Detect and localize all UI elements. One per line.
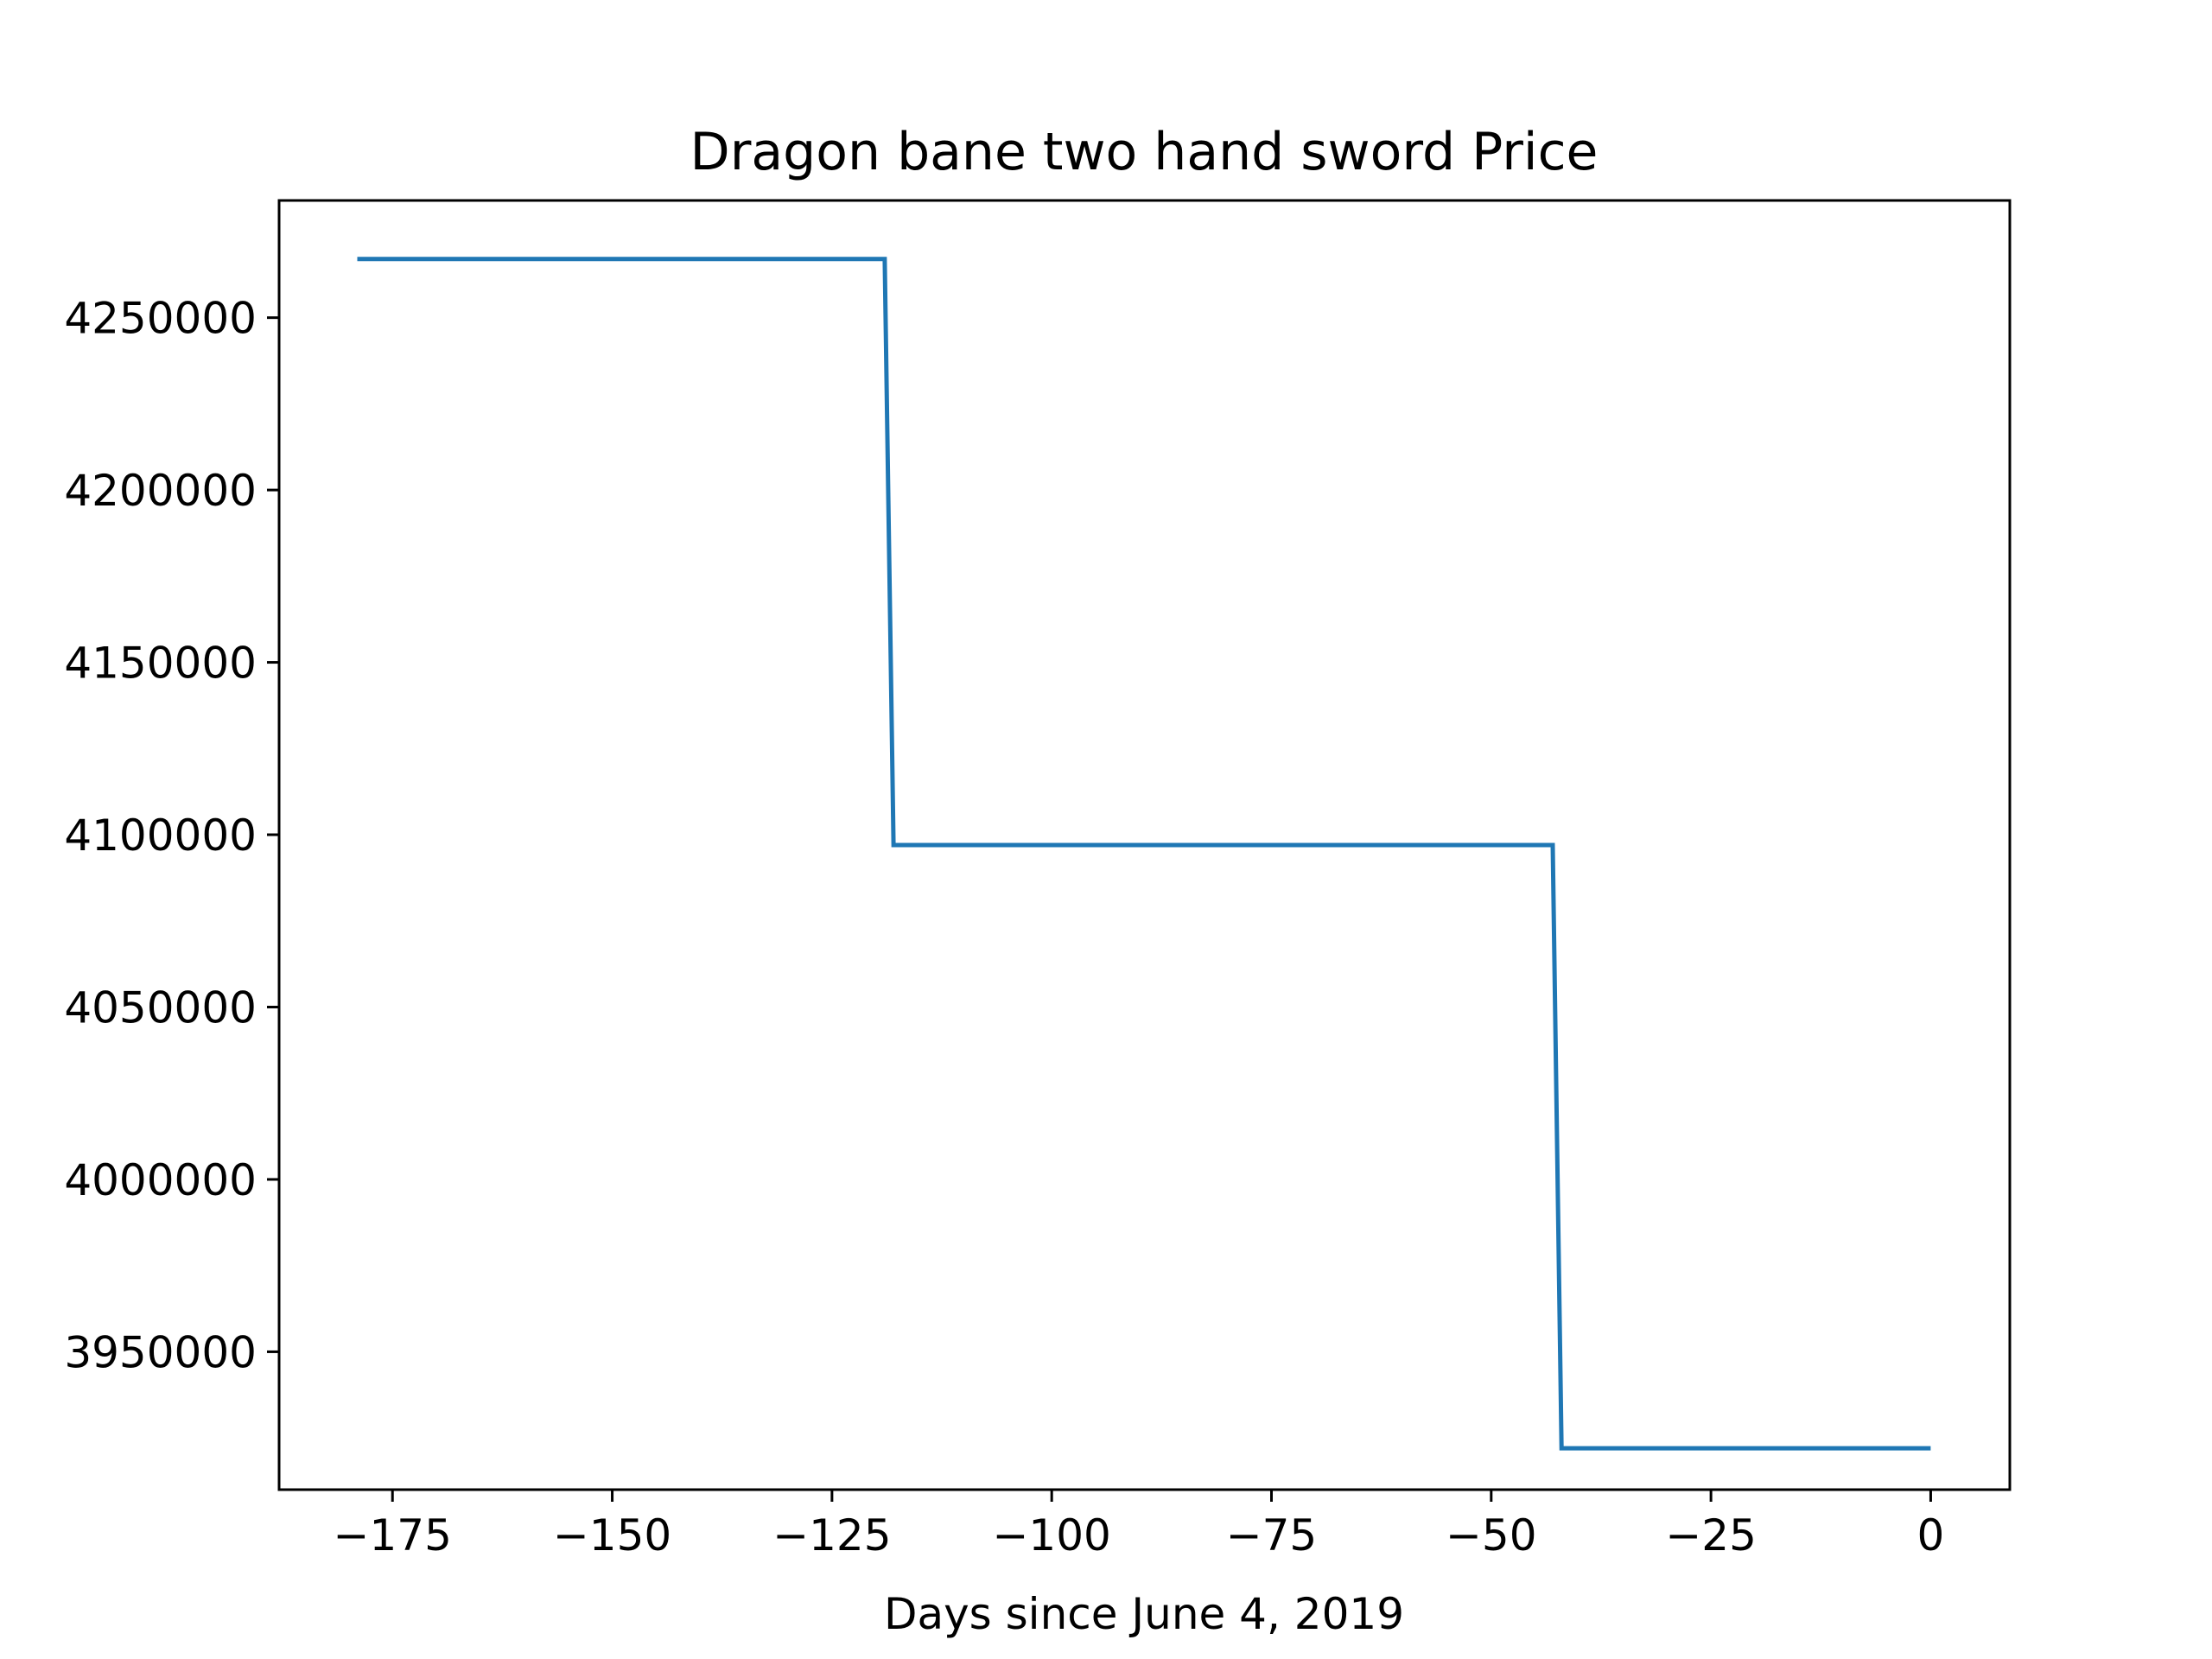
x-tick-label: −150	[553, 1510, 671, 1560]
y-tick-label: 4100000	[64, 810, 257, 861]
axes-frame	[277, 199, 2012, 1491]
chart-title: Dragon bane two hand sword Price	[690, 122, 1599, 182]
y-axis: 3950000 4000000 4050000 4100000 4150000 42000…	[64, 294, 279, 1377]
y-tick-label: 4200000	[64, 466, 257, 516]
y-tick-label: 4050000	[64, 982, 257, 1033]
x-tick-label: −50	[1446, 1510, 1537, 1560]
x-tick-label: 0	[1917, 1510, 1945, 1560]
x-tick-label: −25	[1665, 1510, 1757, 1560]
y-tick-label: 3950000	[64, 1327, 257, 1377]
series-layer	[357, 257, 1931, 1451]
x-axis-label: Days since June 4, 2019	[884, 1589, 1404, 1639]
x-tick-label: −75	[1226, 1510, 1318, 1560]
price-series-line	[357, 257, 1931, 1451]
y-tick-label: 4150000	[64, 639, 257, 689]
x-tick-label: −175	[334, 1510, 452, 1560]
x-tick-label: −100	[993, 1510, 1111, 1560]
y-tick-label: 4250000	[64, 294, 257, 344]
x-axis: −175 −150 −125 −100 −75 −50 −25 0	[334, 1490, 1945, 1560]
y-tick-label: 4000000	[64, 1155, 257, 1205]
x-tick-label: −125	[772, 1510, 891, 1560]
